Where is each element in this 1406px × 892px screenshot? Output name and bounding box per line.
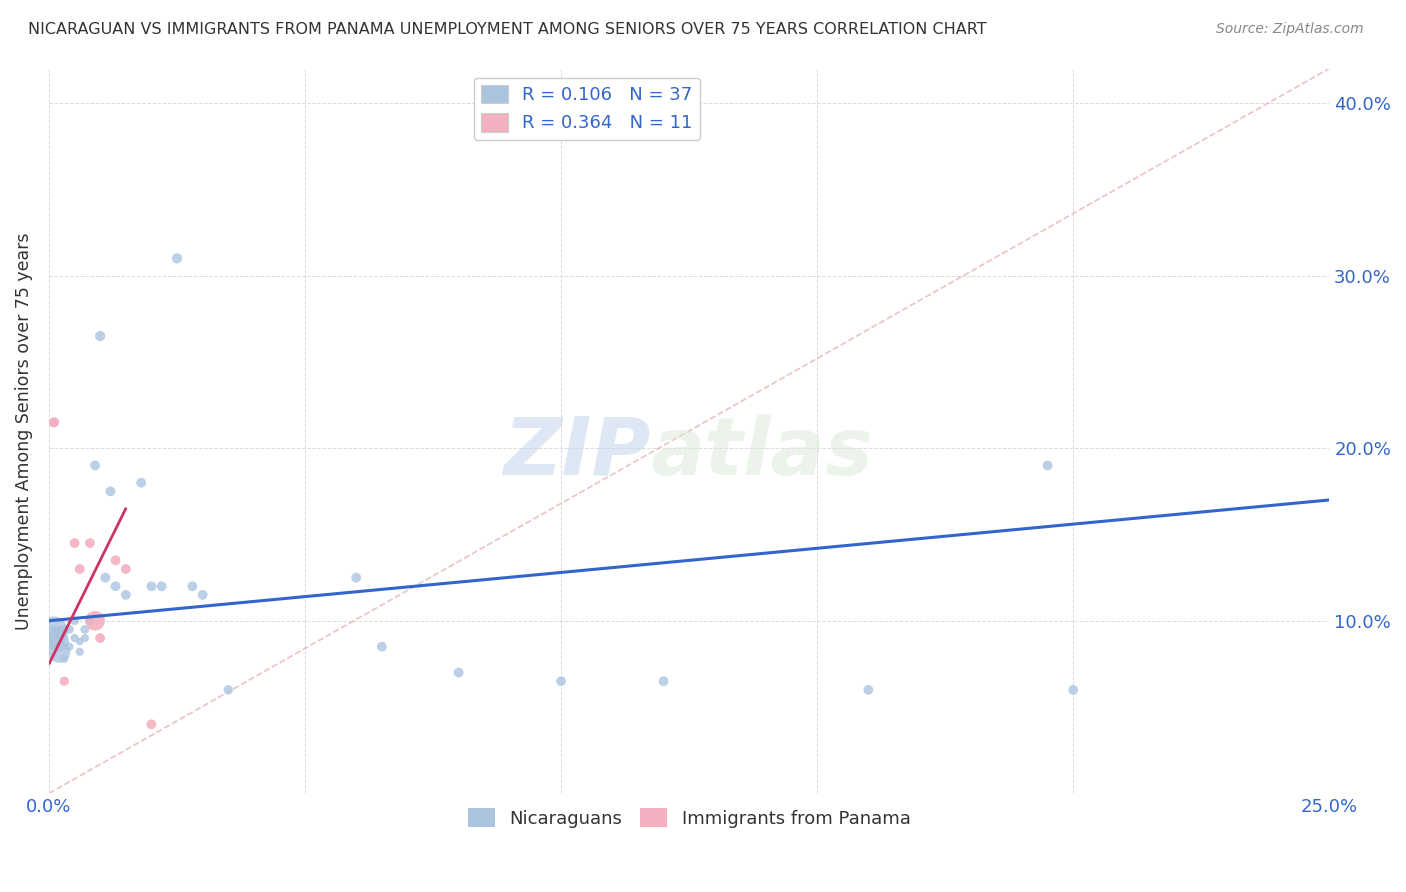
Legend: Nicaraguans, Immigrants from Panama: Nicaraguans, Immigrants from Panama bbox=[461, 801, 918, 835]
Text: ZIP: ZIP bbox=[503, 414, 651, 491]
Point bbox=[94, 571, 117, 585]
Point bbox=[447, 665, 470, 680]
Point bbox=[104, 579, 127, 593]
Point bbox=[191, 588, 214, 602]
Point bbox=[217, 682, 239, 697]
Point bbox=[42, 631, 65, 645]
Point bbox=[150, 579, 173, 593]
Point bbox=[84, 614, 107, 628]
Point bbox=[53, 674, 76, 689]
Point bbox=[42, 415, 65, 429]
Text: Source: ZipAtlas.com: Source: ZipAtlas.com bbox=[1216, 22, 1364, 37]
Point bbox=[69, 562, 91, 576]
Point bbox=[166, 252, 188, 266]
Text: NICARAGUAN VS IMMIGRANTS FROM PANAMA UNEMPLOYMENT AMONG SENIORS OVER 75 YEARS CO: NICARAGUAN VS IMMIGRANTS FROM PANAMA UNE… bbox=[28, 22, 987, 37]
Point bbox=[53, 623, 76, 637]
Point bbox=[73, 623, 96, 637]
Point bbox=[371, 640, 394, 654]
Point bbox=[63, 631, 86, 645]
Point bbox=[53, 651, 76, 665]
Point bbox=[141, 717, 163, 731]
Point bbox=[79, 536, 101, 550]
Point bbox=[1062, 682, 1084, 697]
Point bbox=[58, 623, 80, 637]
Point bbox=[1036, 458, 1059, 473]
Point bbox=[344, 571, 367, 585]
Point bbox=[69, 634, 91, 648]
Point bbox=[129, 475, 152, 490]
Point bbox=[114, 588, 136, 602]
Point bbox=[858, 682, 880, 697]
Point bbox=[84, 458, 107, 473]
Point bbox=[104, 553, 127, 567]
Point bbox=[58, 640, 80, 654]
Point bbox=[48, 627, 70, 641]
Point bbox=[48, 634, 70, 648]
Text: atlas: atlas bbox=[651, 414, 873, 491]
Point bbox=[89, 329, 111, 343]
Point bbox=[63, 614, 86, 628]
Point bbox=[181, 579, 204, 593]
Point bbox=[141, 579, 163, 593]
Point bbox=[79, 614, 101, 628]
Point bbox=[63, 536, 86, 550]
Point bbox=[69, 645, 91, 659]
Point bbox=[48, 645, 70, 659]
Point bbox=[550, 674, 572, 689]
Point bbox=[100, 484, 122, 499]
Point bbox=[42, 415, 65, 429]
Point bbox=[89, 631, 111, 645]
Point bbox=[73, 631, 96, 645]
Y-axis label: Unemployment Among Seniors over 75 years: Unemployment Among Seniors over 75 years bbox=[15, 232, 32, 630]
Point bbox=[42, 623, 65, 637]
Point bbox=[114, 562, 136, 576]
Point bbox=[652, 674, 675, 689]
